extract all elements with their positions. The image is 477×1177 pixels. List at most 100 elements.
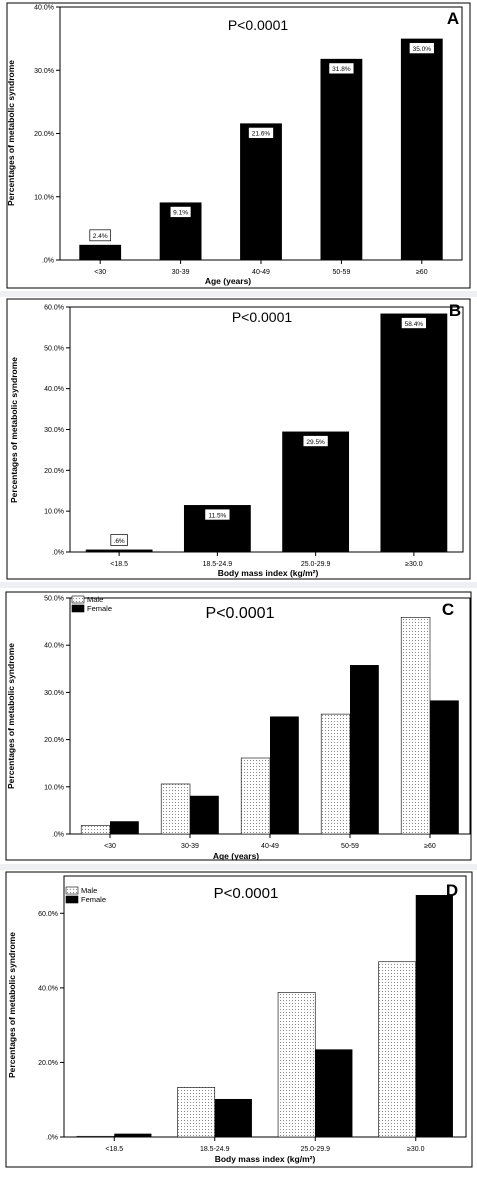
panel-separator bbox=[0, 864, 477, 870]
legend-swatch-male bbox=[71, 595, 85, 604]
panel-frame bbox=[6, 2, 471, 289]
y-tick-label: 10.0% bbox=[34, 194, 54, 201]
panel-letter: C bbox=[442, 600, 454, 619]
y-tick-label: 10.0% bbox=[44, 509, 64, 516]
bar bbox=[79, 244, 122, 260]
y-tick-label: 10.0% bbox=[44, 784, 64, 791]
y-tick-label: .0% bbox=[52, 550, 64, 557]
y-tick-label: .0% bbox=[42, 258, 54, 265]
panel-frame bbox=[6, 298, 471, 580]
bar-female bbox=[415, 895, 453, 1137]
x-tick-label: ≥30.0 bbox=[405, 561, 423, 568]
data-label-box bbox=[204, 508, 231, 521]
panel-frame bbox=[5, 871, 473, 1168]
bar-male bbox=[76, 1135, 115, 1138]
legend-label: Female bbox=[81, 895, 106, 904]
bar bbox=[320, 58, 363, 260]
x-tick-label: ≥30.0 bbox=[407, 1146, 425, 1153]
legend-label: Female bbox=[87, 604, 112, 613]
bar-female bbox=[430, 700, 459, 834]
bar-male bbox=[400, 617, 431, 835]
y-tick-label: 30.0% bbox=[44, 427, 64, 434]
data-label-box bbox=[110, 534, 128, 546]
bar-male bbox=[240, 757, 271, 835]
y-axis-label: Percentages of metabolic syndrome bbox=[9, 357, 19, 503]
data-label: 9.1% bbox=[173, 210, 188, 217]
bar bbox=[85, 549, 153, 552]
chart-svg-a: .0% 10.0% 20.0% 30.0% 40.0% <30 30-39 40-49 50-5… bbox=[6, 2, 471, 289]
data-label: 21.6% bbox=[252, 131, 271, 138]
x-tick-label: 30-39 bbox=[172, 269, 190, 276]
y-tick-label: 20.0% bbox=[44, 737, 64, 744]
data-label: 2.4% bbox=[93, 233, 108, 240]
y-tick-label: 20.0% bbox=[38, 1060, 58, 1067]
chart-svg-d: .0% 20.0% 40.0% 60.0% <18.5 18.5-24.9 25.0-29.… bbox=[5, 871, 473, 1168]
data-label-box bbox=[401, 317, 427, 329]
x-tick-label: 50-59 bbox=[332, 269, 350, 276]
y-tick-label: .0% bbox=[52, 832, 64, 839]
y-tick-label: 30.0% bbox=[44, 690, 64, 697]
x-tick-label: <30 bbox=[104, 843, 116, 850]
p-value-annotation: P<0.0001 bbox=[214, 885, 279, 902]
bar-female bbox=[114, 1133, 152, 1137]
x-tick-label: <18.5 bbox=[110, 561, 128, 568]
y-tick-label: 40.0% bbox=[38, 985, 58, 992]
bar-male bbox=[320, 713, 351, 835]
legend-label: Male bbox=[81, 886, 97, 895]
x-tick-label: 40-49 bbox=[261, 843, 279, 850]
p-value-annotation: P<0.0001 bbox=[232, 309, 293, 325]
x-axis-label: Body mass index (kg/m²) bbox=[215, 1154, 316, 1164]
y-tick-label: 50.0% bbox=[44, 345, 64, 352]
bar bbox=[240, 123, 282, 260]
x-tick-label: ≥60 bbox=[424, 843, 436, 850]
panel-separator bbox=[0, 582, 477, 588]
panel-letter: D bbox=[446, 881, 458, 900]
x-tick-label: ≥60 bbox=[416, 269, 428, 276]
x-axis-label: Age (years) bbox=[205, 276, 251, 286]
bar bbox=[282, 431, 350, 552]
bar-female bbox=[214, 1098, 252, 1137]
bar-male bbox=[378, 961, 417, 1138]
p-value-annotation: P<0.0001 bbox=[206, 605, 275, 622]
data-label-box bbox=[328, 62, 355, 75]
data-label-box bbox=[248, 127, 274, 139]
y-tick-label: 40.0% bbox=[44, 386, 64, 393]
bar-female bbox=[110, 821, 139, 834]
panel-separator bbox=[0, 291, 477, 297]
bar-female bbox=[350, 665, 379, 834]
x-axis-label: Age (years) bbox=[213, 851, 259, 861]
bar-female bbox=[190, 795, 219, 834]
plot-area-frame bbox=[63, 875, 467, 1138]
y-axis-label: Percentages of metabolic syndrome bbox=[6, 60, 16, 206]
bar-male bbox=[277, 992, 316, 1138]
panel-letter: A bbox=[447, 9, 459, 28]
x-tick-label: 40-49 bbox=[252, 269, 270, 276]
data-label-box bbox=[89, 229, 111, 242]
data-label-box bbox=[169, 206, 192, 218]
bar bbox=[400, 38, 443, 260]
data-label: 58.4% bbox=[405, 321, 424, 328]
x-tick-label: 25.0-29.9 bbox=[301, 561, 331, 568]
p-value-annotation: P<0.0001 bbox=[228, 17, 289, 33]
y-tick-label: 40.0% bbox=[34, 5, 54, 12]
x-tick-label: <18.5 bbox=[105, 1146, 123, 1153]
y-axis-label: Percentages of metabolic syndrome bbox=[6, 643, 16, 789]
x-tick-label: 18.5-24.9 bbox=[203, 561, 233, 568]
legend-swatch-male bbox=[65, 886, 79, 895]
y-tick-label: 60.0% bbox=[44, 305, 64, 312]
bar-male bbox=[80, 825, 111, 835]
data-label: 29.5% bbox=[306, 439, 325, 446]
bar bbox=[380, 313, 448, 552]
x-tick-label: 50-59 bbox=[341, 843, 359, 850]
chart-panel-d: .0% 20.0% 40.0% 60.0% <18.5 18.5-24.9 25.0-29.… bbox=[0, 870, 477, 1170]
y-tick-label: 50.0% bbox=[44, 596, 64, 603]
panel-frame bbox=[5, 591, 472, 861]
bar-female bbox=[270, 716, 299, 834]
data-label-box bbox=[408, 42, 435, 54]
panel-letter: B bbox=[449, 301, 461, 320]
x-tick-label: 30-39 bbox=[181, 843, 199, 850]
y-tick-label: 20.0% bbox=[34, 131, 54, 138]
chart-panel-a: .0% 10.0% 20.0% 30.0% 40.0% <30 30-39 40-49 50-5… bbox=[0, 0, 477, 292]
x-tick-label: 25.0-29.9 bbox=[300, 1146, 330, 1153]
bar-male bbox=[160, 783, 191, 835]
